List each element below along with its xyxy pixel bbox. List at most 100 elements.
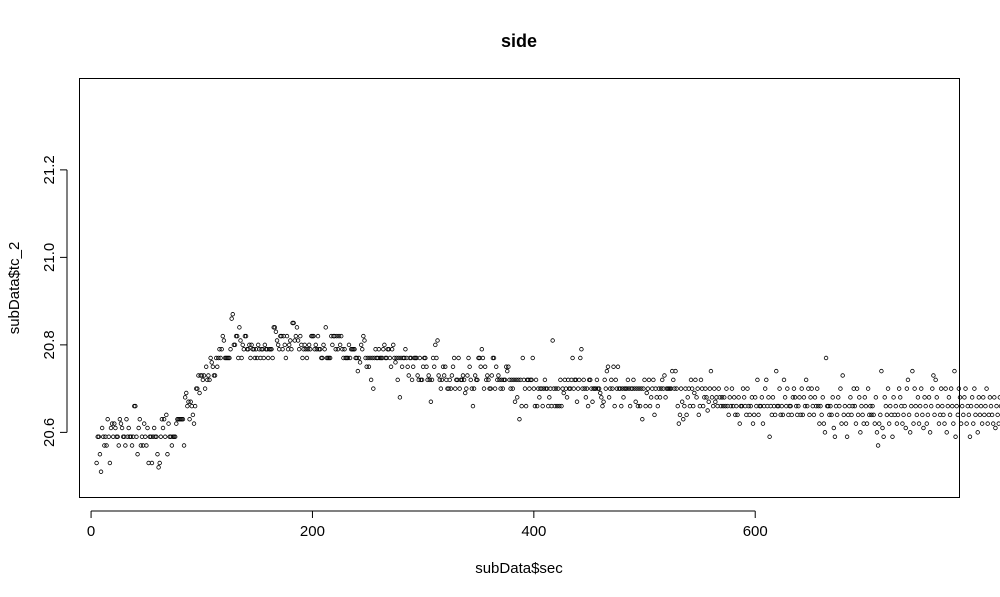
data-point [753,395,758,400]
data-point [370,355,375,361]
data-point [124,417,129,422]
data-point [834,412,840,418]
data-point [104,443,109,448]
data-point [704,395,709,400]
data-point [256,342,261,348]
data-point [417,355,423,361]
data-point [774,368,779,374]
data-point [510,386,516,391]
data-point [531,386,537,391]
data-point [640,417,645,422]
data-point [722,395,727,400]
data-point [330,342,335,348]
data-point [976,395,982,400]
data-point [611,364,616,369]
data-point [987,395,993,400]
data-point [585,403,591,409]
data-point [190,412,196,418]
data-point [736,395,741,400]
data-point [508,386,513,391]
data-point [619,403,624,409]
data-point [371,386,376,391]
data-point [399,364,405,369]
data-point [989,412,995,418]
data-point [238,338,243,343]
data-point [498,386,503,391]
data-point [406,373,411,378]
data-point [191,421,197,426]
data-point [98,469,104,474]
data-point [362,338,367,343]
data-point [898,395,903,400]
data-point [796,403,801,409]
data-point [439,377,445,383]
data-point [588,377,593,383]
data-point [247,342,252,348]
data-point [600,403,605,409]
data-point [994,403,999,409]
data-point [108,425,114,431]
data-point [631,377,636,383]
data-point [797,395,802,400]
data-point [213,355,219,361]
data-point [874,430,880,435]
data-point [450,364,456,369]
data-point [165,452,170,457]
data-point [141,421,147,426]
data-point [311,333,316,339]
data-point [688,377,694,383]
data-point [357,360,363,365]
data-point [313,342,318,348]
y-axis-label: subData$tc_2 [6,242,23,335]
data-point [151,425,157,431]
data-point [875,443,881,448]
data-point [138,443,144,448]
data-point [274,338,280,343]
data-point [691,403,696,409]
data-point [134,434,139,439]
data-point [708,368,714,374]
data-point [159,417,165,422]
data-point [805,403,810,409]
data-point [395,377,400,383]
data-point [148,434,154,439]
data-point [815,386,820,391]
data-point [337,342,343,348]
data-point [578,355,583,361]
data-point [579,347,584,352]
data-point [612,403,617,409]
data-point [529,377,534,383]
data-point [615,364,621,369]
data-point [891,395,896,400]
data-point [896,386,902,391]
data-point [974,403,979,409]
data-point [534,403,540,409]
data-point [808,395,813,400]
data-point [881,434,886,439]
data-point [405,364,410,369]
data-point [644,390,649,396]
data-point [682,403,687,409]
data-point [948,386,954,391]
data-point [500,386,506,391]
data-point [606,395,612,400]
data-point [694,395,699,400]
data-point [692,390,697,396]
data-point [240,342,245,348]
data-point [935,403,941,409]
data-point [96,434,102,439]
data-point [335,347,341,352]
data-point [657,395,663,400]
data-point [624,386,630,391]
data-point [968,403,974,409]
data-point [713,399,718,404]
data-point [907,430,913,435]
data-point [453,386,458,391]
data-point [695,386,700,391]
data-point [766,395,771,400]
data-point [169,443,175,448]
data-point [760,421,766,426]
data-point [161,417,167,422]
data-point [656,386,662,391]
data-point [184,390,189,396]
